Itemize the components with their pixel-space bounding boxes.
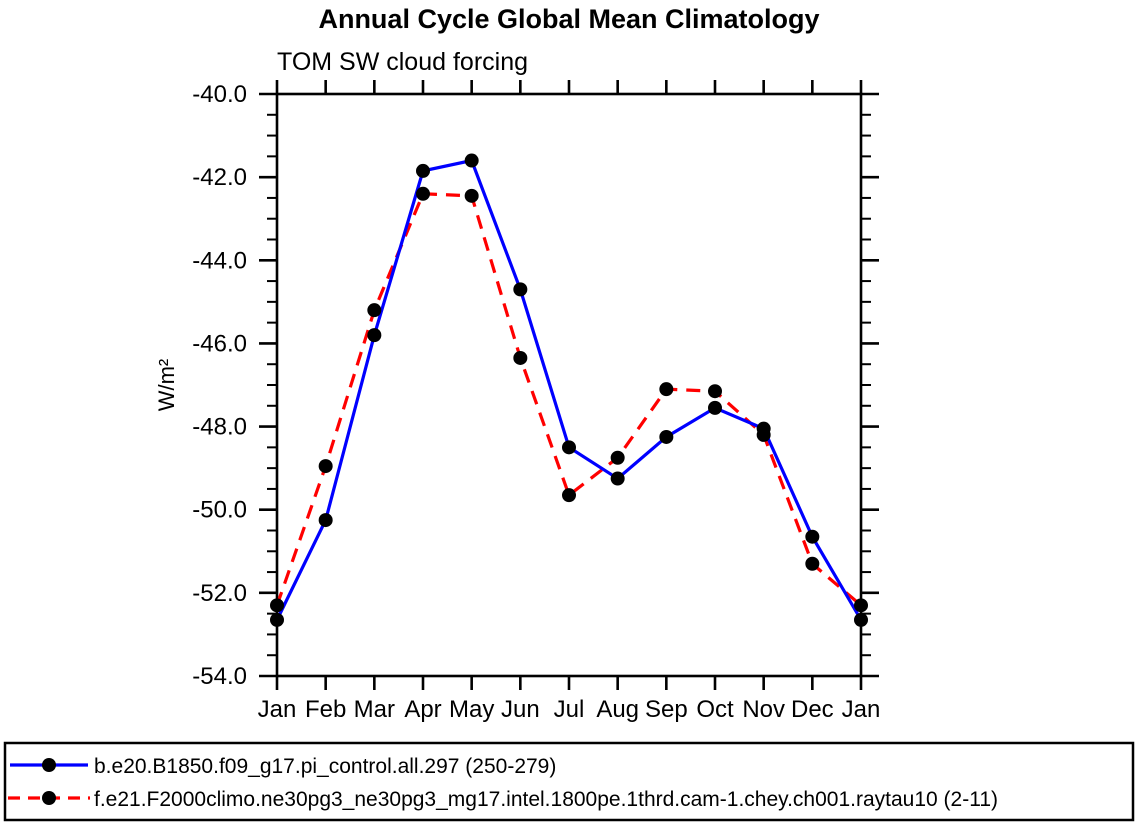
data-point-series1 xyxy=(464,188,479,203)
data-point-series1 xyxy=(562,488,576,503)
x-tick-label: Jun xyxy=(501,696,540,723)
y-tick-label: -42.0 xyxy=(192,164,247,191)
legend-entry-1: f.e21.F2000climo.ne30pg3_ne30pg3_mg17.in… xyxy=(8,788,998,811)
data-point-series0 xyxy=(513,282,528,297)
x-tick-label: Nov xyxy=(742,696,785,723)
series-line-1 xyxy=(275,192,863,607)
data-point-series0 xyxy=(659,429,674,444)
legend-label-0: b.e20.B1850.f09_g17.pi_control.all.297 (… xyxy=(94,755,556,778)
data-point-series0 xyxy=(610,471,625,486)
data-point-series0 xyxy=(854,612,868,627)
data-point-series1 xyxy=(805,556,820,571)
data-point-series0 xyxy=(562,440,576,455)
x-tick-label: May xyxy=(449,696,494,723)
y-tick-label: -46.0 xyxy=(192,330,247,357)
y-tick-label: -50.0 xyxy=(192,497,247,524)
x-tick-label: Jan xyxy=(258,696,297,723)
data-point-series1 xyxy=(367,303,382,318)
data-point-series1 xyxy=(416,186,430,201)
x-tick-label: Feb xyxy=(305,696,346,723)
y-axis-label: W/m² xyxy=(154,359,179,412)
y-tick-label: -44.0 xyxy=(192,247,247,274)
data-point-series0 xyxy=(270,612,284,627)
x-tick-label: Sep xyxy=(645,696,688,723)
legend-entry-0: b.e20.B1850.f09_g17.pi_control.all.297 (… xyxy=(10,755,556,778)
x-tick-label: Oct xyxy=(696,696,734,723)
data-point-series1 xyxy=(756,427,771,442)
chart-title: Annual Cycle Global Mean Climatology xyxy=(318,4,819,34)
data-point-series0 xyxy=(805,529,820,544)
data-point-series1 xyxy=(318,459,333,474)
data-point-series1 xyxy=(610,450,625,465)
chart-subtitle: TOM SW cloud forcing xyxy=(277,48,528,76)
y-tick-label: -48.0 xyxy=(192,414,247,441)
x-tick-label: Apr xyxy=(404,696,441,723)
x-tick-label: Dec xyxy=(791,696,834,723)
data-point-series0 xyxy=(416,163,430,178)
legend-marker-0 xyxy=(42,758,56,772)
data-point-series1 xyxy=(708,384,722,399)
legend-box xyxy=(3,741,1135,822)
x-tick-label: Aug xyxy=(596,696,639,723)
data-point-series0 xyxy=(367,328,382,343)
x-tick-label: Jan xyxy=(842,696,881,723)
data-point-series1 xyxy=(513,350,528,365)
data-point-series0 xyxy=(708,400,722,415)
y-tick-label: -54.0 xyxy=(192,663,247,690)
data-point-series0 xyxy=(464,153,479,168)
data-point-series1 xyxy=(659,382,674,397)
data-point-series1 xyxy=(854,598,868,613)
x-tick-label: Jul xyxy=(554,696,585,723)
plot-frame xyxy=(275,92,863,678)
plot-area: -40.0 -42.0 -44.0 -46.0 -48.0 -50.0 -52.0 -54.0… xyxy=(192,80,880,723)
y-tick-label: -52.0 xyxy=(192,580,247,607)
y-tick-label: -40.0 xyxy=(192,81,247,108)
series-line-0 xyxy=(275,158,863,621)
data-point-series0 xyxy=(318,513,333,528)
data-point-series1 xyxy=(270,598,284,613)
legend-label-1: f.e21.F2000climo.ne30pg3_ne30pg3_mg17.in… xyxy=(94,788,998,811)
x-tick-label: Mar xyxy=(354,696,395,723)
legend: b.e20.B1850.f09_g17.pi_control.all.297 (… xyxy=(3,741,1135,822)
legend-marker-1 xyxy=(42,791,56,805)
